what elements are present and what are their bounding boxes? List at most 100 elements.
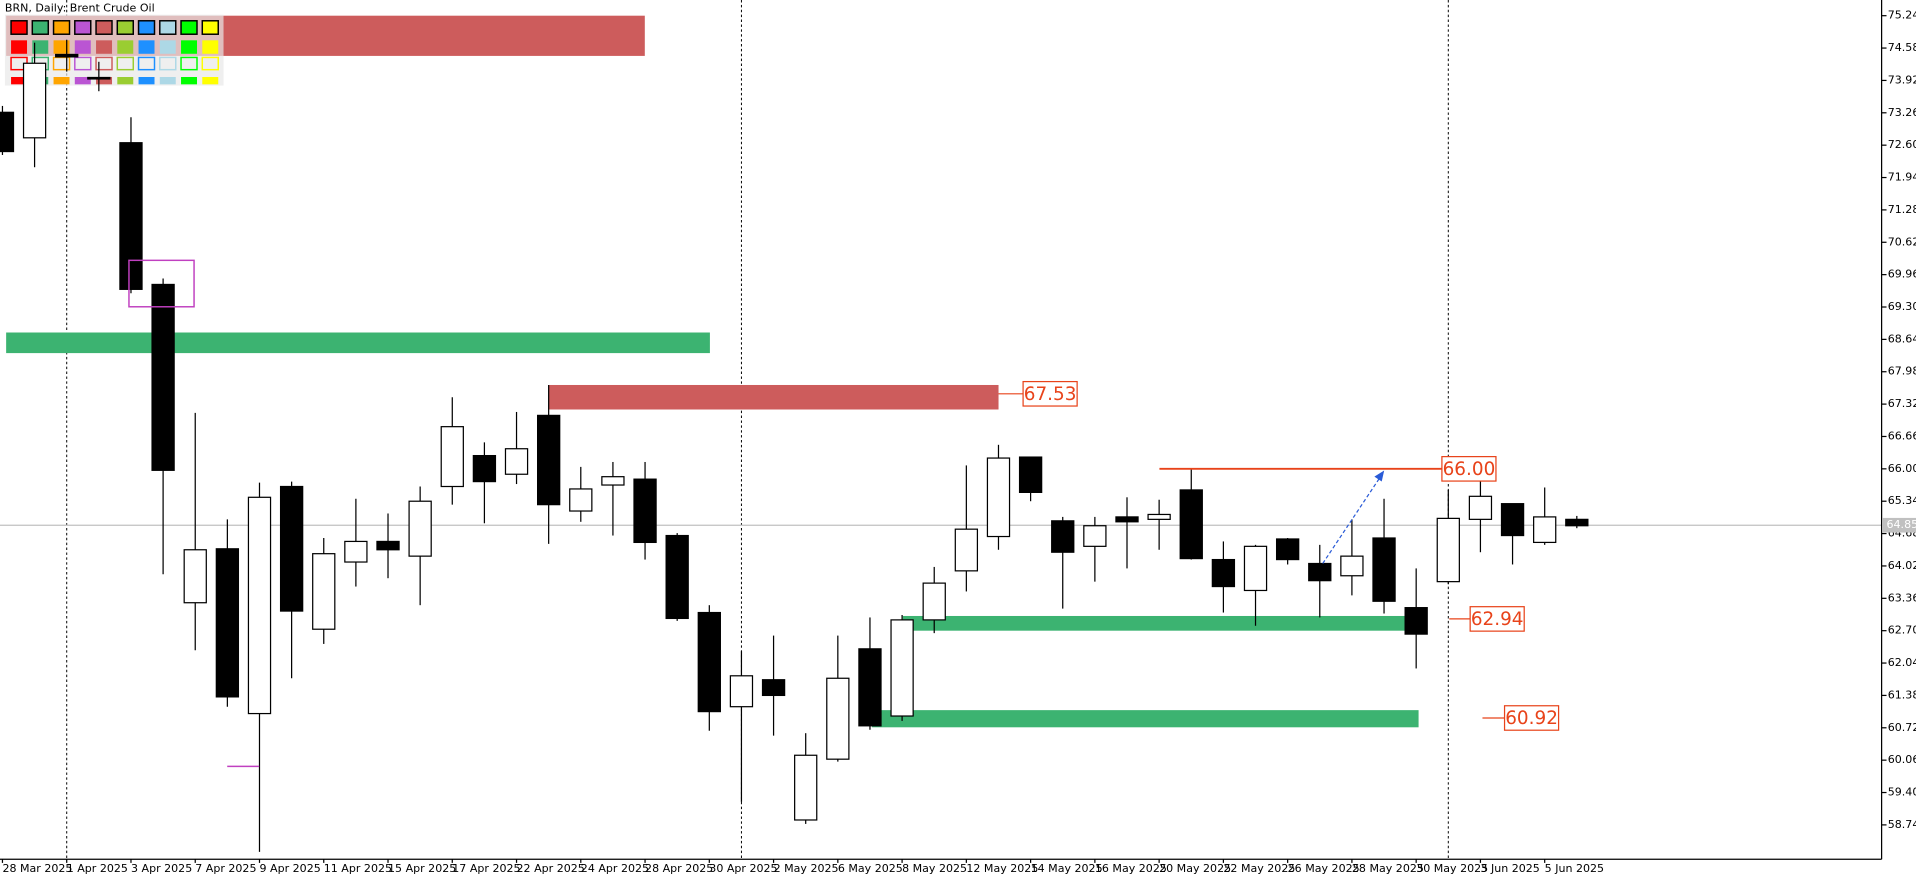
zone [902, 615, 1419, 631]
candle-body [408, 500, 432, 557]
candle-body [1211, 558, 1236, 588]
y-tick-label: 60.06 [1888, 753, 1916, 766]
swatch [74, 40, 91, 54]
swatch [137, 20, 156, 35]
candle-body [826, 677, 850, 760]
swatch [11, 40, 28, 54]
candle-body [504, 448, 529, 475]
arrow [1322, 476, 1382, 564]
swatch [10, 20, 28, 35]
swatch [180, 20, 198, 35]
candle-body [119, 142, 143, 290]
candle-body [55, 53, 79, 58]
swatch [116, 20, 134, 35]
y-tick-label: 59.40 [1888, 786, 1916, 799]
x-tick-label: 5 Jun 2025 [1545, 862, 1604, 875]
swatch [202, 77, 219, 85]
candle-body [440, 426, 464, 488]
x-tick-label: 22 Apr 2025 [517, 862, 585, 875]
candle-body [601, 476, 625, 486]
level-box [1469, 606, 1525, 632]
swatch [159, 20, 177, 35]
swatch [95, 56, 113, 71]
x-tick-label: 8 May 2025 [902, 862, 967, 875]
candle-body [794, 754, 818, 821]
x-tick-label: 30 Apr 2025 [709, 862, 777, 875]
candle-body [665, 534, 689, 620]
candle-body [697, 611, 721, 713]
y-tick-label: 73.92 [1888, 73, 1916, 86]
candle-body [890, 619, 914, 717]
x-tick-label: 28 May 2025 [1352, 862, 1424, 875]
y-tick-label: 60.72 [1888, 721, 1916, 734]
candle-body [761, 679, 786, 697]
y-tick-label: 66.66 [1888, 429, 1916, 442]
swatch [74, 56, 92, 71]
x-tick-label: 14 May 2025 [1031, 862, 1103, 875]
level-box [1022, 380, 1078, 407]
arrow-head [1374, 470, 1385, 482]
level-label: 62.94 [1471, 609, 1524, 630]
candle-body [1179, 489, 1203, 560]
candle-body [633, 478, 657, 544]
candle-body [87, 76, 111, 80]
y-tick-label: 62.04 [1888, 656, 1916, 669]
candle-body [1115, 516, 1139, 523]
candle-body [215, 548, 240, 698]
swatch [138, 40, 155, 54]
x-tick-label: 9 Apr 2025 [259, 862, 320, 875]
swatch [31, 20, 50, 35]
y-tick-label: 71.94 [1888, 171, 1916, 184]
x-tick-label: 12 May 2025 [966, 862, 1038, 875]
swatch [181, 77, 198, 85]
candle-body [1468, 495, 1493, 520]
y-tick-label: 69.96 [1888, 268, 1916, 281]
x-tick-label: 24 Apr 2025 [581, 862, 649, 875]
swatch [96, 40, 113, 54]
swatch [116, 56, 134, 71]
candle-body [472, 454, 497, 483]
candle-body [22, 62, 47, 139]
candle-body [0, 111, 15, 153]
y-tick-label: 72.60 [1888, 138, 1916, 151]
x-tick-label: 7 Apr 2025 [195, 862, 256, 875]
x-tick-label: 22 May 2025 [1223, 862, 1295, 875]
y-tick-label: 69.30 [1888, 300, 1916, 313]
level-label: 67.53 [1024, 384, 1077, 405]
price-label: 64.85 [1887, 518, 1916, 531]
chart-title: BRN, Daily: Brent Crude Oil [5, 2, 155, 15]
zone [549, 384, 999, 410]
swatch [53, 77, 70, 85]
swatch [95, 20, 113, 35]
zone [872, 710, 1419, 728]
candle-body [954, 528, 979, 572]
x-tick-label: 3 Jun 2025 [1480, 862, 1539, 875]
swatch [32, 40, 49, 54]
swatch [159, 56, 177, 71]
marks [0, 39, 1589, 852]
y-tick-label: 75.24 [1888, 9, 1916, 22]
x-tick-label: 16 May 2025 [1095, 862, 1167, 875]
swatch [159, 40, 176, 54]
candle-body [1404, 607, 1428, 635]
y-tick-label: 67.98 [1888, 365, 1916, 378]
candle-body [1147, 513, 1171, 520]
candle-body [1500, 503, 1525, 537]
swatch [74, 20, 92, 35]
zone [6, 332, 710, 354]
swatch [137, 56, 156, 71]
x-tick-label: 1 Apr 2025 [67, 862, 128, 875]
level-box [1503, 705, 1560, 731]
swatch [201, 56, 219, 71]
x-tick-label: 28 Mar 2025 [2, 862, 72, 875]
y-tick-label: 70.62 [1888, 235, 1916, 248]
swatch [53, 40, 70, 54]
x-tick-label: 6 May 2025 [838, 862, 903, 875]
candle-body [536, 414, 561, 506]
swatch [138, 77, 155, 85]
x-tick-label: 26 May 2025 [1288, 862, 1360, 875]
price-tag [1882, 517, 1916, 533]
